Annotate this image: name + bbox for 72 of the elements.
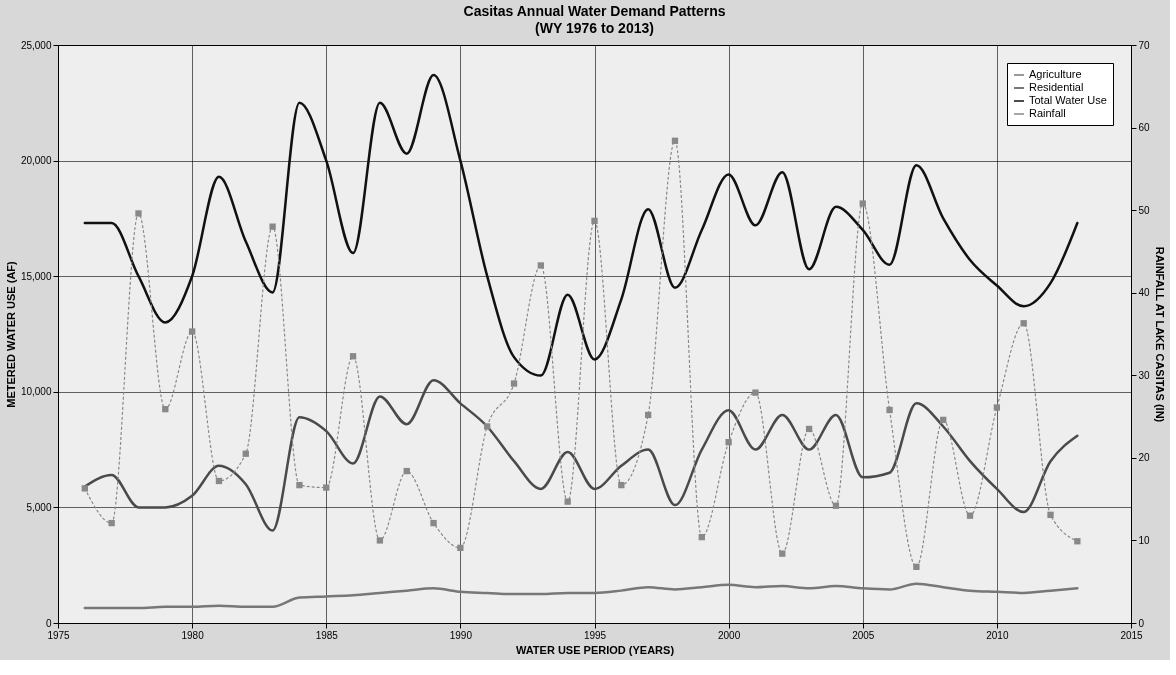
point	[671, 137, 679, 144]
legend-label: Residential	[1029, 81, 1084, 93]
x-tick-label: 1980	[181, 629, 205, 641]
legend-label: Agriculture	[1029, 68, 1082, 80]
point	[296, 481, 303, 489]
point	[805, 425, 813, 433]
point	[403, 467, 410, 475]
point	[698, 533, 705, 541]
legend-label: Rainfall	[1029, 107, 1066, 119]
y-tick-label: 10,000	[20, 386, 52, 398]
point	[1020, 320, 1027, 327]
point	[323, 484, 330, 491]
y2-axis-title: RAINFALL AT LAKE CASITAS (IN)	[1153, 246, 1166, 423]
y2-tick-label: 20	[1138, 452, 1151, 464]
y-tick-label: 20,000	[20, 155, 52, 167]
point	[832, 502, 840, 509]
point	[913, 563, 920, 571]
y-axis-title: METERED WATER USE (AF)	[4, 260, 17, 408]
point	[537, 262, 545, 269]
point	[510, 380, 518, 387]
point	[644, 411, 652, 419]
point	[779, 550, 786, 557]
legend-label: Total Water Use	[1029, 94, 1107, 106]
y-tick-label: 5,000	[26, 501, 52, 513]
y2-tick-label: 10	[1138, 534, 1151, 546]
point	[591, 217, 598, 225]
point	[81, 485, 88, 492]
chart-subtitle: (WY 1976 to 2013)	[535, 20, 654, 36]
x-tick-label: 1975	[47, 629, 71, 641]
y2-tick-label: 50	[1138, 204, 1151, 216]
y2-tick-label: 40	[1138, 287, 1151, 299]
y-tick-label: 15,000	[20, 270, 52, 282]
y2-tick-label: 30	[1138, 369, 1151, 381]
point	[376, 537, 384, 544]
line-series	[83, 378, 1079, 532]
y2-tick-label: 0	[1138, 617, 1145, 629]
x-axis-title: WATER USE PERIOD (YEARS)	[515, 643, 675, 656]
x-tick-label: 2015	[1120, 629, 1144, 641]
x-tick-label: 2000	[718, 629, 741, 641]
point	[859, 200, 866, 207]
point	[430, 519, 437, 527]
point	[618, 481, 625, 489]
point	[725, 439, 732, 446]
point	[886, 406, 893, 414]
x-tick-label: 2005	[852, 629, 875, 641]
point	[135, 210, 142, 217]
x-tick-label: 1990	[449, 629, 473, 641]
line-series	[83, 582, 1079, 610]
point	[349, 353, 357, 360]
point	[752, 389, 759, 396]
point	[940, 416, 947, 424]
x-tick-label: 2010	[986, 629, 1009, 641]
y-tick-label: 25,000	[20, 39, 52, 51]
y-tick-label: 0	[45, 617, 52, 629]
point	[162, 405, 169, 413]
point	[188, 328, 196, 335]
x-tick-label: 1995	[583, 629, 607, 641]
y2-tick-label: 70	[1138, 39, 1151, 51]
point	[108, 519, 115, 527]
point	[1074, 538, 1081, 545]
point	[242, 450, 249, 457]
point	[457, 544, 464, 552]
point	[484, 423, 491, 430]
point	[1047, 511, 1054, 518]
point	[993, 404, 1001, 411]
y2-tick-label: 60	[1138, 122, 1151, 134]
point	[215, 477, 223, 485]
point	[966, 512, 974, 519]
x-tick-label: 1985	[315, 629, 339, 641]
point	[269, 223, 276, 230]
chart-title: Casitas Annual Water Demand Patterns	[463, 3, 726, 19]
point	[564, 498, 571, 505]
